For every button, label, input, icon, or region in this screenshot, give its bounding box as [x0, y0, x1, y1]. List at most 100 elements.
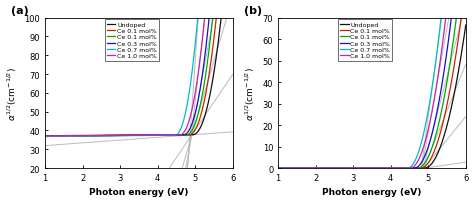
Ce 0.7 mol%: [275, 167, 281, 169]
Ce 0.7 mol%: [384, 167, 390, 169]
Ce 0.1 mol%: [384, 167, 390, 169]
Line: Ce 0.1 mol%: Ce 0.1 mol%: [45, 0, 233, 136]
Text: (a): (a): [11, 6, 29, 16]
Undoped: [151, 134, 157, 137]
Ce 0.1 mol%: [389, 167, 395, 169]
Ce 0.3 mol%: [54, 135, 59, 138]
Line: Undoped: Undoped: [278, 26, 466, 168]
Legend: Undoped, Ce 0.1 mol%, Ce 0.1 mol%, Ce 0.3 mol%, Ce 0.7 mol%, Ce 1.0 mol%: Undoped, Ce 0.1 mol%, Ce 0.1 mol%, Ce 0.…: [337, 20, 392, 61]
Undoped: [54, 135, 59, 137]
Ce 0.7 mol%: [395, 167, 401, 169]
Undoped: [437, 148, 443, 150]
Undoped: [184, 134, 190, 136]
Ce 0.3 mol%: [42, 135, 48, 138]
Ce 0.1 mol%: [395, 167, 401, 169]
Ce 0.1 mol%: [151, 134, 157, 137]
Ce 1.0 mol%: [184, 125, 190, 127]
Ce 0.3 mol%: [275, 167, 281, 169]
Ce 0.3 mol%: [156, 134, 162, 137]
Ce 0.3 mol%: [384, 167, 390, 169]
Undoped: [204, 109, 210, 111]
Ce 0.1 mol%: [418, 167, 423, 169]
Ce 0.1 mol%: [42, 135, 48, 138]
Ce 1.0 mol%: [437, 64, 443, 67]
Line: Ce 1.0 mol%: Ce 1.0 mol%: [278, 0, 466, 168]
Ce 0.7 mol%: [162, 135, 167, 137]
Undoped: [418, 167, 423, 169]
Ce 0.1 mol%: [384, 167, 390, 169]
Ce 0.7 mol%: [151, 135, 157, 137]
Line: Ce 1.0 mol%: Ce 1.0 mol%: [45, 0, 233, 136]
Ce 0.1 mol%: [162, 134, 167, 137]
Ce 0.1 mol%: [395, 167, 401, 169]
X-axis label: Photon energy (eV): Photon energy (eV): [322, 187, 422, 197]
Ce 0.7 mol%: [156, 135, 162, 137]
Ce 1.0 mol%: [275, 167, 281, 169]
Line: Ce 0.7 mol%: Ce 0.7 mol%: [278, 0, 466, 168]
Ce 0.3 mol%: [418, 163, 423, 165]
Ce 0.1 mol%: [437, 134, 443, 137]
Ce 0.1 mol%: [42, 135, 48, 138]
Undoped: [162, 134, 167, 137]
Ce 0.1 mol%: [437, 119, 443, 121]
Ce 0.3 mol%: [437, 97, 443, 99]
Ce 0.1 mol%: [275, 167, 281, 169]
Ce 0.1 mol%: [156, 134, 162, 137]
Undoped: [384, 167, 390, 169]
Ce 0.7 mol%: [389, 167, 395, 169]
Line: Ce 0.1 mol%: Ce 0.1 mol%: [278, 0, 466, 168]
Line: Ce 0.3 mol%: Ce 0.3 mol%: [278, 0, 466, 168]
Ce 0.1 mol%: [287, 167, 292, 169]
Ce 0.1 mol%: [184, 134, 190, 137]
Ce 1.0 mol%: [395, 167, 401, 169]
Ce 0.1 mol%: [389, 167, 395, 169]
Line: Ce 0.7 mol%: Ce 0.7 mol%: [45, 0, 233, 137]
Ce 0.3 mol%: [184, 132, 190, 134]
X-axis label: Photon energy (eV): Photon energy (eV): [89, 187, 189, 197]
Ce 0.1 mol%: [287, 167, 292, 169]
Ce 0.3 mol%: [204, 41, 210, 43]
Line: Ce 0.3 mol%: Ce 0.3 mol%: [45, 0, 233, 136]
Ce 1.0 mol%: [418, 155, 423, 157]
Ce 0.3 mol%: [162, 134, 167, 137]
Undoped: [42, 135, 48, 137]
Ce 1.0 mol%: [389, 167, 395, 169]
Ce 0.1 mol%: [275, 167, 281, 169]
Line: Ce 0.1 mol%: Ce 0.1 mol%: [278, 0, 466, 168]
Ce 0.1 mol%: [151, 134, 157, 137]
Y-axis label: $\alpha^{1/2}$(cm$^{-1/2}$): $\alpha^{1/2}$(cm$^{-1/2}$): [244, 67, 257, 120]
Undoped: [395, 167, 401, 169]
Ce 1.0 mol%: [287, 167, 292, 169]
Ce 0.1 mol%: [184, 134, 190, 136]
Ce 1.0 mol%: [384, 167, 390, 169]
Ce 0.7 mol%: [287, 167, 292, 169]
Y-axis label: $\alpha^{1/2}$(cm$^{-1/2}$): $\alpha^{1/2}$(cm$^{-1/2}$): [6, 67, 19, 120]
Ce 0.1 mol%: [156, 134, 162, 137]
Ce 0.1 mol%: [204, 67, 210, 70]
Ce 0.3 mol%: [151, 134, 157, 137]
Line: Undoped: Undoped: [45, 0, 233, 136]
Ce 0.7 mol%: [418, 145, 423, 147]
Undoped: [275, 167, 281, 169]
Legend: Undoped, Ce 0.1 mol%, Ce 0.1 mol%, Ce 0.3 mol%, Ce 0.7 mol%, Ce 1.0 mol%: Undoped, Ce 0.1 mol%, Ce 0.1 mol%, Ce 0.…: [105, 20, 159, 61]
Ce 0.1 mol%: [162, 134, 167, 137]
Ce 1.0 mol%: [42, 135, 48, 138]
Ce 1.0 mol%: [151, 134, 157, 137]
Ce 0.3 mol%: [389, 167, 395, 169]
Line: Ce 0.1 mol%: Ce 0.1 mol%: [45, 0, 233, 136]
Undoped: [389, 167, 395, 169]
Undoped: [287, 167, 292, 169]
Ce 0.1 mol%: [418, 166, 423, 169]
Ce 0.7 mol%: [42, 136, 48, 138]
Ce 0.7 mol%: [437, 29, 443, 32]
Ce 1.0 mol%: [156, 134, 162, 137]
Ce 0.1 mol%: [54, 135, 59, 138]
Ce 0.7 mol%: [54, 136, 59, 138]
Ce 0.1 mol%: [54, 135, 59, 138]
Ce 0.7 mol%: [184, 102, 190, 105]
Ce 0.1 mol%: [204, 88, 210, 91]
Ce 1.0 mol%: [162, 134, 167, 137]
Ce 0.3 mol%: [395, 167, 401, 169]
Text: (b): (b): [245, 6, 263, 16]
Undoped: [156, 134, 162, 137]
